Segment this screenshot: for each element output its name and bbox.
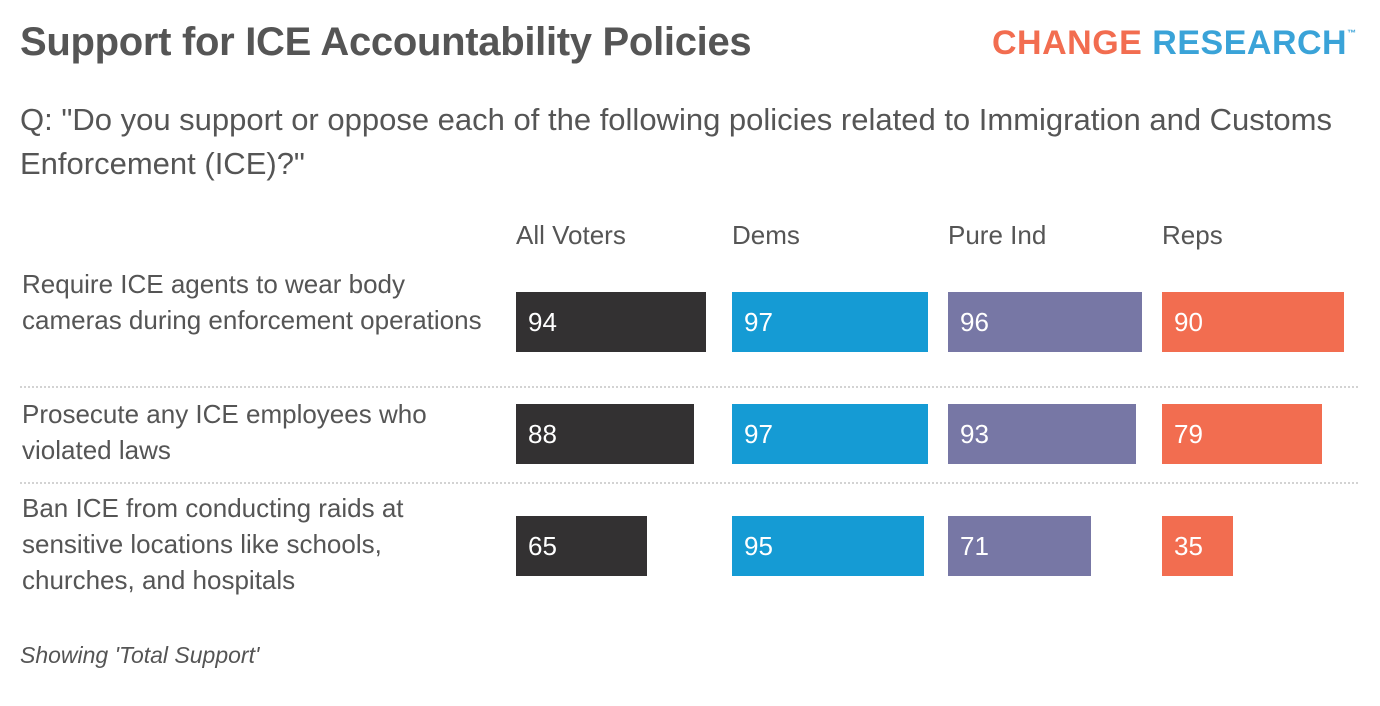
survey-question: Q: "Do you support or oppose each of the… (20, 102, 1332, 181)
bar-all-voters: 65 (516, 516, 647, 576)
bar-reps: 79 (1162, 404, 1322, 464)
bar-reps: 90 (1162, 292, 1344, 352)
logo-research-text: RESEARCH (1152, 24, 1348, 62)
bar-value-label: 88 (528, 419, 557, 449)
bar-value-label: 71 (960, 531, 989, 561)
bar-value-label: 65 (528, 531, 557, 561)
bar-value-label: 94 (528, 307, 557, 337)
column-header-all-voters: All Voters (516, 220, 626, 250)
chart-title: Support for ICE Accountability Policies (20, 20, 752, 64)
logo-change-text: CHANGE (992, 24, 1143, 62)
column-header-reps: Reps (1162, 220, 1223, 250)
column-header-dems: Dems (732, 220, 800, 250)
row-label: Prosecute any ICE employees who violated… (22, 399, 427, 465)
bar-value-label: 97 (744, 307, 773, 337)
bar-value-label: 35 (1174, 531, 1203, 561)
bar-pure-ind: 71 (948, 516, 1091, 576)
row-label: Ban ICE from conducting raids at sensiti… (22, 493, 404, 595)
row-divider (20, 386, 1358, 388)
row-label: Require ICE agents to wear body cameras … (22, 269, 482, 335)
bar-reps: 35 (1162, 516, 1233, 576)
bar-value-label: 93 (960, 419, 989, 449)
bar-value-label: 96 (960, 307, 989, 337)
bar-dems: 97 (732, 292, 928, 352)
bar-all-voters: 94 (516, 292, 706, 352)
bar-value-label: 90 (1174, 307, 1203, 337)
column-header-pure-ind: Pure Ind (948, 220, 1047, 250)
bar-all-voters: 88 (516, 404, 694, 464)
bar-value-label: 97 (744, 419, 773, 449)
bar-dems: 97 (732, 404, 928, 464)
row-divider (20, 482, 1358, 484)
bar-value-label: 95 (744, 531, 773, 561)
bar-dems: 95 (732, 516, 924, 576)
change-research-logo: CHANGE RESEARCH™ (992, 24, 1357, 63)
bar-pure-ind: 93 (948, 404, 1136, 464)
bar-value-label: 79 (1174, 419, 1203, 449)
bar-pure-ind: 96 (948, 292, 1142, 352)
footnote: Showing 'Total Support' (20, 642, 260, 668)
trademark-mark: ™ (1347, 28, 1357, 38)
